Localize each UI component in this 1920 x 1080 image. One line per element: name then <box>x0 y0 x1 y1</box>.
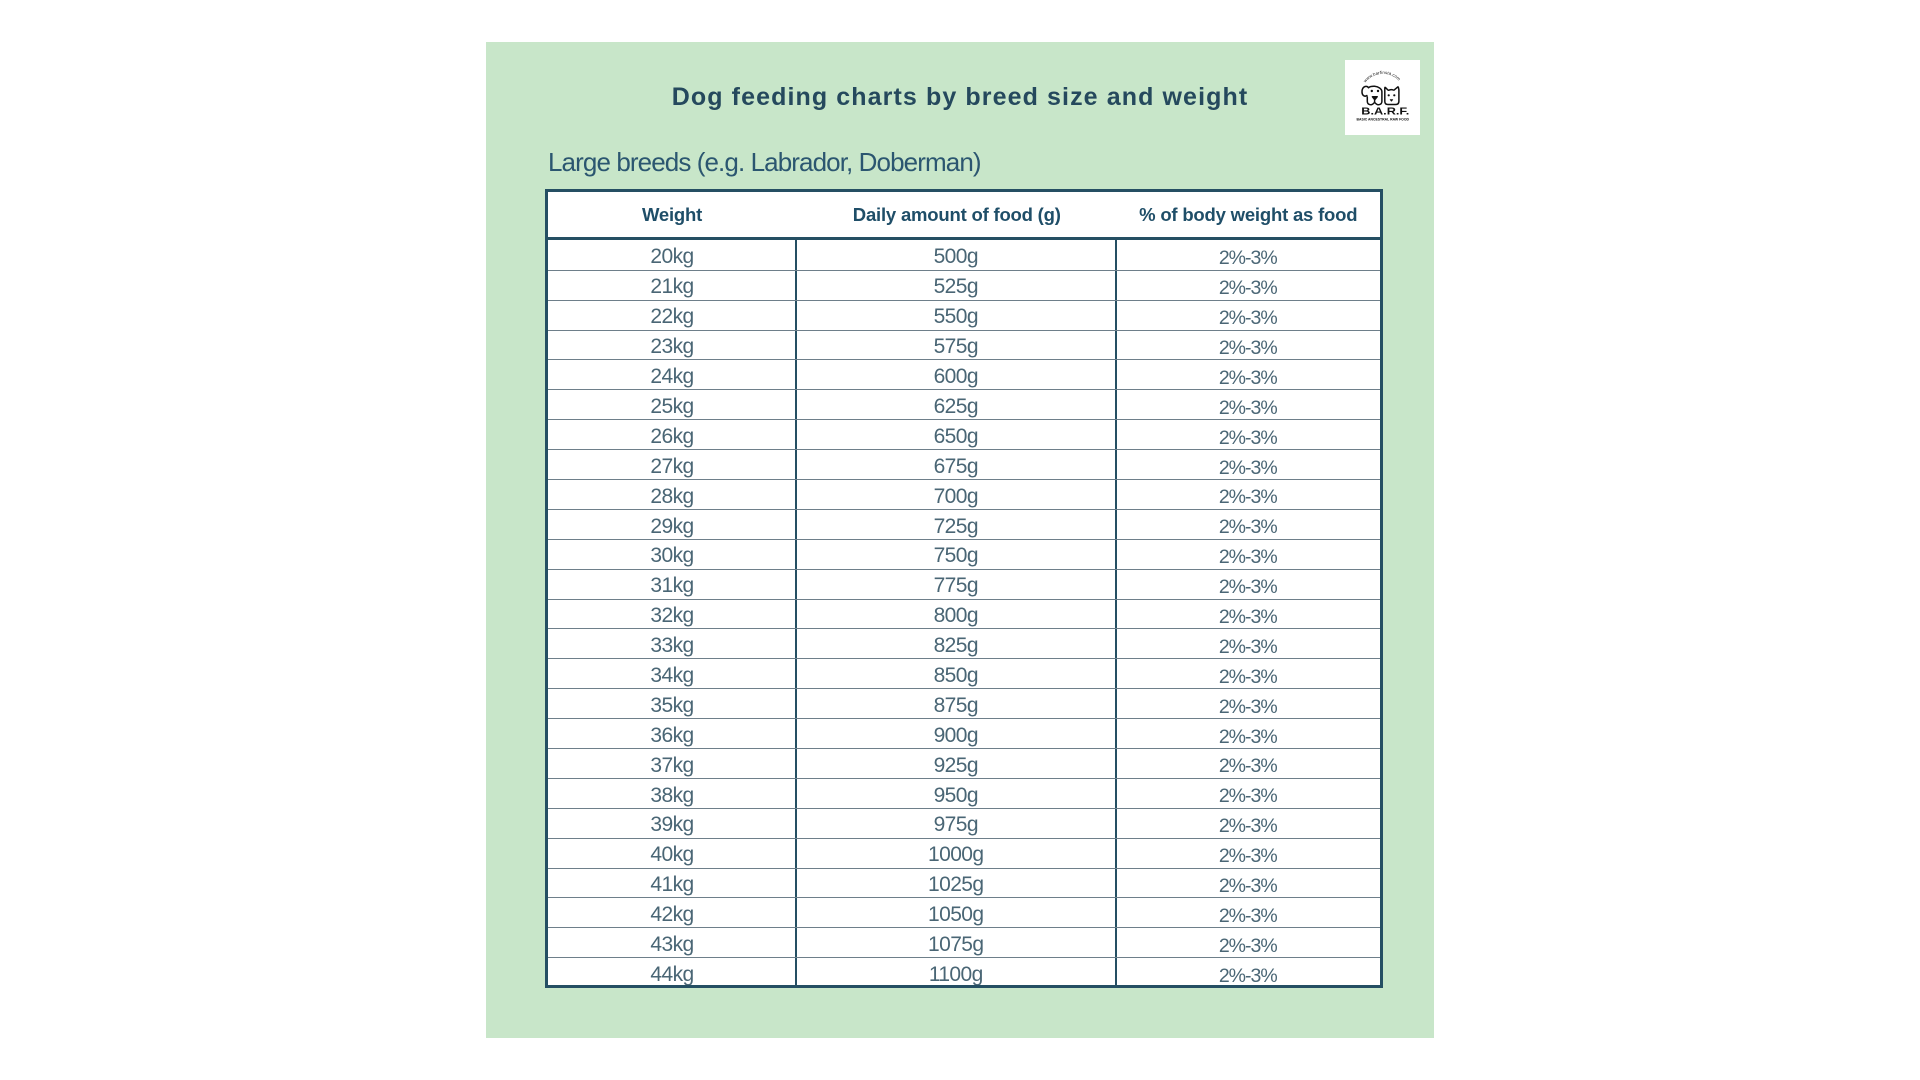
svg-text:B.A.R.F.: B.A.R.F. <box>1361 106 1409 118</box>
svg-text:www.barfinsta.com: www.barfinsta.com <box>1362 70 1401 84</box>
svg-text:BASIC ANCESTRAL RAW FOOD: BASIC ANCESTRAL RAW FOOD <box>1357 117 1410 121</box>
